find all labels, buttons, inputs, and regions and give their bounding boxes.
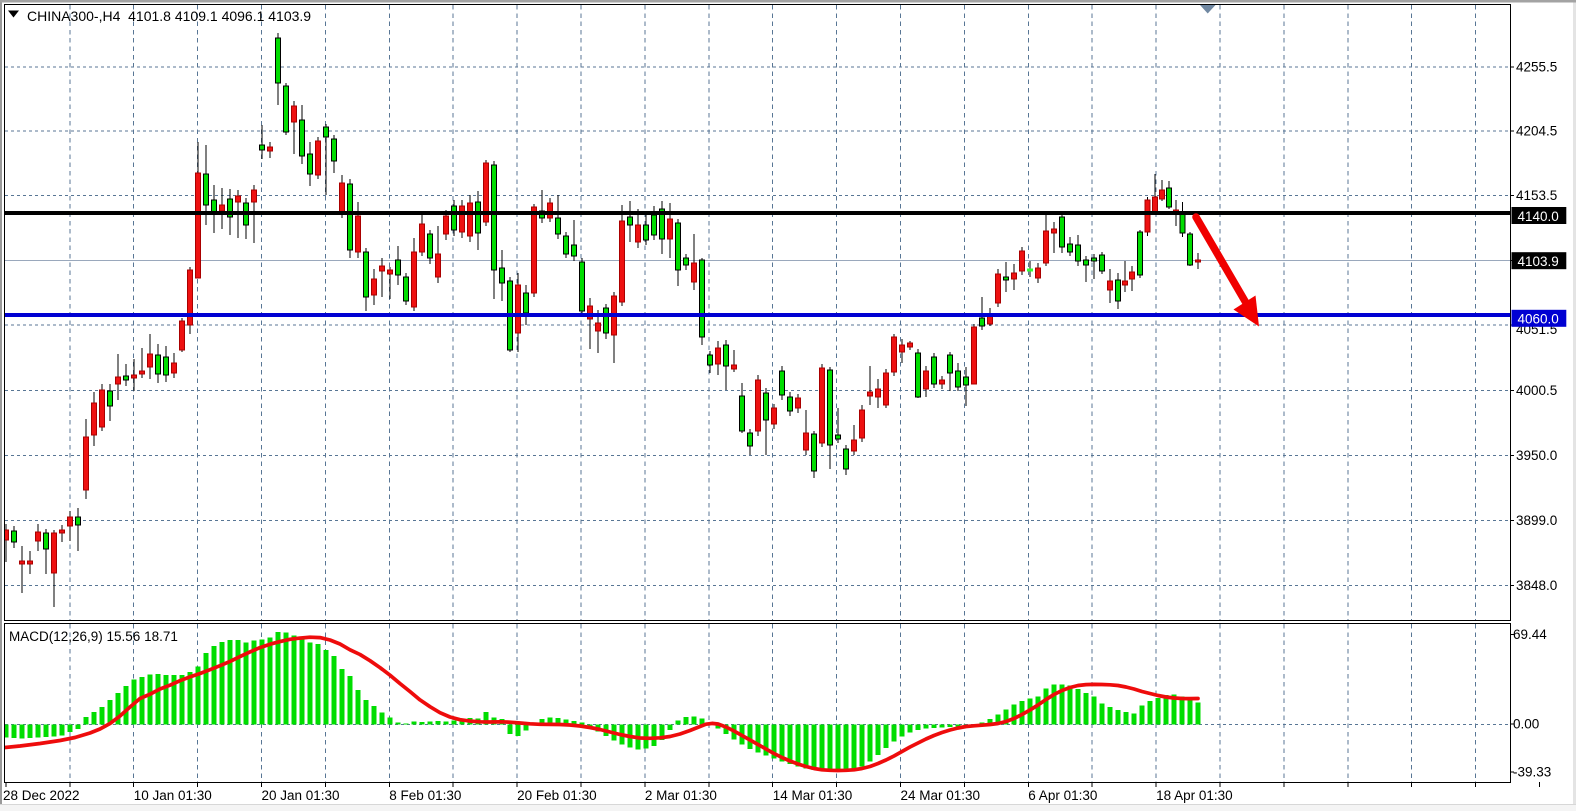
svg-text:3899.0: 3899.0 bbox=[1516, 513, 1557, 528]
svg-text:CHINA300-,H4 4101.8 4109.1 40: CHINA300-,H4 4101.8 4109.1 4096.1 4103.9 bbox=[27, 8, 311, 24]
svg-text:6 Apr 01:30: 6 Apr 01:30 bbox=[1028, 788, 1097, 803]
svg-text:4060.0: 4060.0 bbox=[1518, 312, 1559, 327]
svg-text:14 Mar 01:30: 14 Mar 01:30 bbox=[773, 788, 853, 803]
svg-text:4153.5: 4153.5 bbox=[1516, 188, 1557, 203]
svg-text:4000.5: 4000.5 bbox=[1516, 383, 1557, 398]
svg-text:10 Jan 01:30: 10 Jan 01:30 bbox=[134, 788, 212, 803]
svg-text:4204.5: 4204.5 bbox=[1516, 124, 1557, 139]
svg-text:4255.5: 4255.5 bbox=[1516, 60, 1557, 75]
svg-text:4103.9: 4103.9 bbox=[1518, 254, 1559, 269]
svg-text:-39.33: -39.33 bbox=[1513, 764, 1551, 779]
svg-text:28 Dec 2022: 28 Dec 2022 bbox=[3, 788, 80, 803]
svg-text:20 Jan 01:30: 20 Jan 01:30 bbox=[262, 788, 340, 803]
svg-text:8 Feb 01:30: 8 Feb 01:30 bbox=[389, 788, 461, 803]
svg-text:18 Apr 01:30: 18 Apr 01:30 bbox=[1156, 788, 1233, 803]
svg-text:20 Feb 01:30: 20 Feb 01:30 bbox=[517, 788, 597, 803]
svg-text:3950.0: 3950.0 bbox=[1516, 448, 1557, 463]
svg-text:0.00: 0.00 bbox=[1513, 717, 1539, 732]
svg-text:69.44: 69.44 bbox=[1513, 627, 1547, 642]
svg-text:24 Mar 01:30: 24 Mar 01:30 bbox=[901, 788, 981, 803]
svg-text:3848.0: 3848.0 bbox=[1516, 578, 1557, 593]
svg-text:MACD(12,26,9) 15.56 18.71: MACD(12,26,9) 15.56 18.71 bbox=[9, 629, 178, 644]
svg-text:4140.0: 4140.0 bbox=[1518, 209, 1559, 224]
svg-text:2 Mar 01:30: 2 Mar 01:30 bbox=[645, 788, 717, 803]
